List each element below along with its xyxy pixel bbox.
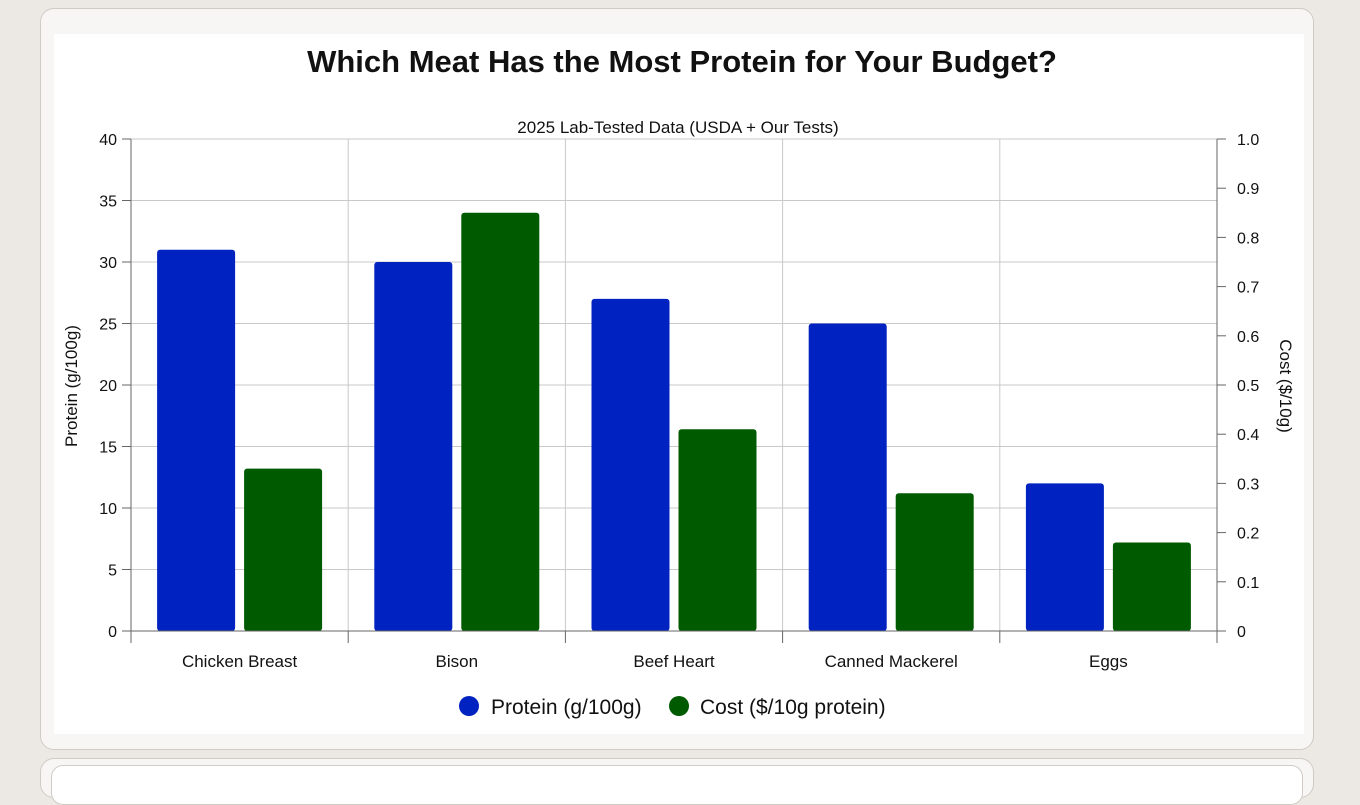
cost-bar-0 xyxy=(244,468,323,631)
cost-bar-4 xyxy=(1112,542,1191,631)
y-tick-label: 0 xyxy=(108,624,117,641)
category-label: Canned Mackerel xyxy=(825,652,958,671)
protein-bar-2 xyxy=(591,298,670,631)
y2-tick-label: 0 xyxy=(1237,624,1246,641)
y-tick-label: 40 xyxy=(99,132,117,149)
y2-tick-label: 0.4 xyxy=(1237,427,1259,444)
bars xyxy=(157,212,1191,632)
next-card xyxy=(40,758,1314,805)
y2-tick-label: 0.9 xyxy=(1237,181,1259,198)
protein-bar-1 xyxy=(374,262,453,631)
category-label: Chicken Breast xyxy=(182,652,298,671)
y-tick-label: 25 xyxy=(99,317,117,334)
cost-bar-1 xyxy=(461,212,540,632)
chart-title: Which Meat Has the Most Protein for Your… xyxy=(307,44,1057,79)
y2-tick-label: 0.3 xyxy=(1237,476,1259,493)
category-labels: Chicken Breast Bison Beef Heart Canned Mack… xyxy=(182,652,1128,671)
cost-bar-2 xyxy=(678,429,757,631)
category-label: Beef Heart xyxy=(633,652,715,671)
y-tick-label: 5 xyxy=(108,563,117,580)
y-tick-label: 30 xyxy=(99,255,117,272)
y2-tick-label: 0.2 xyxy=(1237,526,1259,543)
y2-tick-label: 0.6 xyxy=(1237,329,1259,346)
category-label: Eggs xyxy=(1089,652,1128,671)
y2-axis-ticks: 0 0.1 0.2 0.3 0.4 0.5 0.6 0.7 0.8 0.9 1.0 xyxy=(1217,132,1259,641)
y-tick-label: 35 xyxy=(99,194,117,211)
y-axis-label: Protein (g/100g) xyxy=(62,325,81,447)
y2-tick-label: 0.1 xyxy=(1237,575,1259,592)
y-tick-label: 10 xyxy=(99,501,117,518)
y2-tick-label: 0.7 xyxy=(1237,280,1259,297)
legend-label-0: Protein (g/100g) xyxy=(491,696,642,719)
y2-axis-label: Cost ($/10g) xyxy=(1276,339,1295,433)
legend: Protein (g/100g) Cost ($/10g protein) xyxy=(459,696,886,719)
protein-bar-0 xyxy=(157,249,236,631)
next-card-inner xyxy=(51,765,1303,805)
protein-bar-3 xyxy=(808,323,887,631)
y-axis-ticks: 0 5 10 15 20 25 30 35 40 xyxy=(99,132,131,641)
legend-swatch-0 xyxy=(459,696,479,716)
protein-cost-chart: Which Meat Has the Most Protein for Your… xyxy=(62,44,1295,719)
chart-subtitle: 2025 Lab-Tested Data (USDA + Our Tests) xyxy=(517,118,838,137)
legend-swatch-1 xyxy=(669,696,689,716)
y-tick-label: 15 xyxy=(99,440,117,457)
legend-label-1: Cost ($/10g protein) xyxy=(700,696,886,719)
y2-tick-label: 0.8 xyxy=(1237,230,1259,247)
y-tick-label: 20 xyxy=(99,378,117,395)
y2-tick-label: 1.0 xyxy=(1237,132,1259,149)
protein-bar-4 xyxy=(1025,483,1104,631)
cost-bar-3 xyxy=(895,493,974,631)
category-label: Bison xyxy=(436,652,479,671)
y2-tick-label: 0.5 xyxy=(1237,378,1259,395)
